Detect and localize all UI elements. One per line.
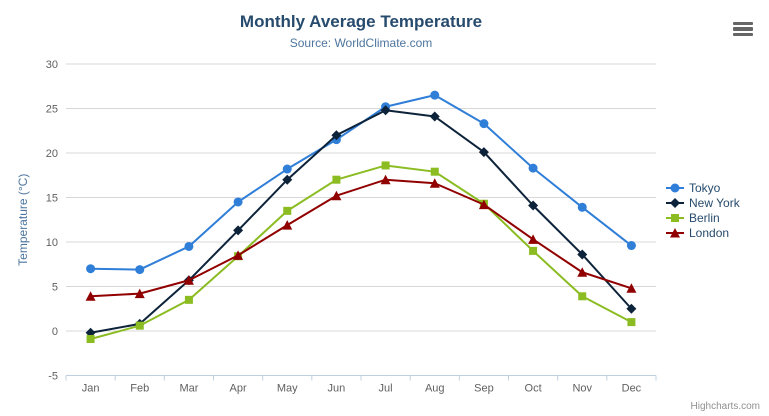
y-axis-title: Temperature (°C): [16, 174, 30, 266]
series-tokyo: [86, 90, 636, 275]
legend-item-tokyo[interactable]: Tokyo: [666, 180, 740, 195]
x-axis-label: Feb: [130, 383, 149, 395]
x-axis-label: Jun: [328, 383, 346, 395]
legend-item-berlin[interactable]: Berlin: [666, 210, 740, 225]
y-axis-label: 25: [46, 104, 58, 116]
x-axis-label: Nov: [572, 383, 592, 395]
x-axis-label: Mar: [179, 383, 198, 395]
x-axis-label: Oct: [525, 383, 542, 395]
legend-label: Tokyo: [689, 180, 721, 195]
hamburger-menu-icon[interactable]: [731, 19, 755, 39]
legend-marker-diamond-icon: [666, 197, 684, 208]
chart-subtitle: Source: WorldClimate.com: [289, 36, 433, 50]
x-axis-label: Aug: [425, 383, 445, 395]
legend-marker-square-icon: [666, 213, 684, 222]
series-london: [85, 174, 637, 301]
series-new-york: [85, 105, 637, 338]
legend-label: New York: [689, 195, 740, 210]
legend-item-london[interactable]: London: [666, 225, 740, 240]
x-axis-label: May: [277, 383, 298, 395]
legend-marker-triangle-icon: [666, 227, 684, 237]
y-axis-label: 10: [46, 237, 58, 249]
menu-bar: [733, 27, 753, 31]
y-axis-label: 30: [46, 59, 58, 71]
legend-label: Berlin: [689, 210, 720, 225]
y-axis-label: -5: [48, 371, 58, 383]
y-axis-label: 5: [52, 282, 58, 294]
menu-bar: [733, 21, 753, 26]
legend-label: London: [689, 225, 730, 240]
chart-title: Monthly Average Temperature: [239, 12, 483, 31]
x-axis-label: Jul: [379, 383, 393, 395]
credits-link[interactable]: Highcharts.com: [690, 401, 760, 412]
legend-marker-circle-icon: [666, 183, 684, 192]
x-axis-label: Jan: [82, 383, 100, 395]
x-axis-label: Dec: [622, 383, 642, 395]
legend-item-new-york[interactable]: New York: [666, 195, 740, 210]
y-axis-label: 20: [46, 148, 58, 160]
y-axis-label: 15: [46, 193, 58, 205]
chart-legend: Tokyo New York Berlin London: [666, 180, 740, 240]
x-axis-label: Sep: [474, 383, 494, 395]
x-axis-label: Apr: [230, 383, 247, 395]
menu-bar: [733, 32, 753, 37]
y-axis-label: 0: [52, 326, 58, 338]
